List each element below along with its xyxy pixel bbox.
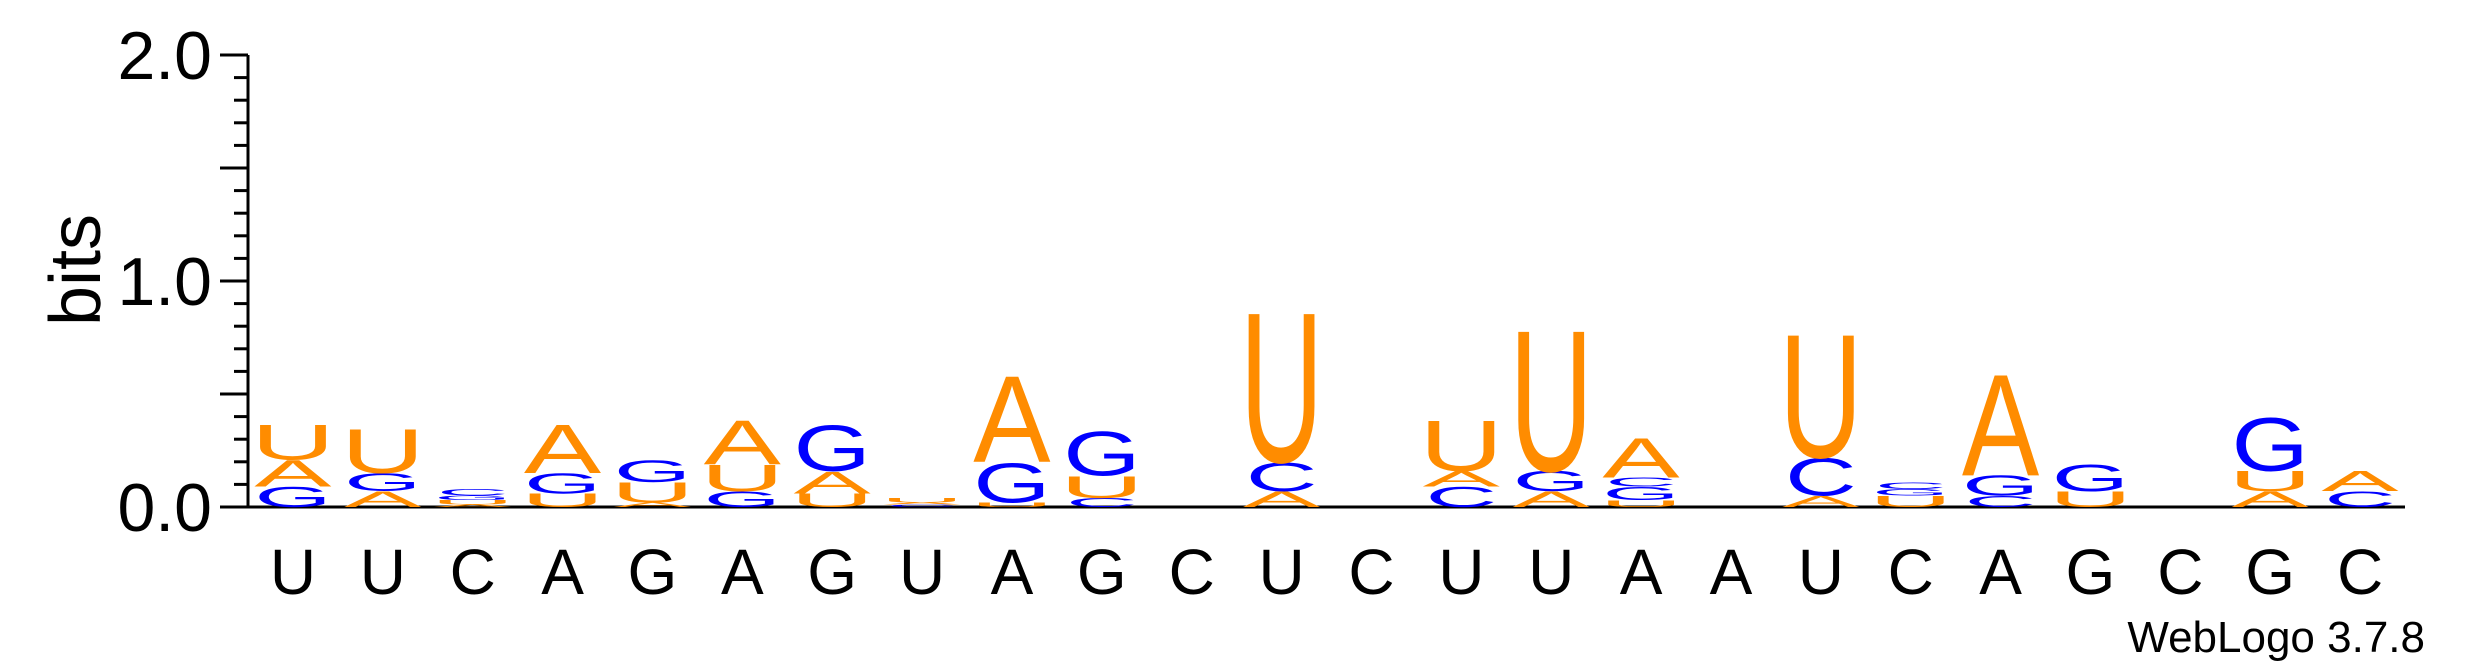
logo-letter-g: G	[2052, 457, 2129, 499]
logo-letter-u: U	[970, 501, 1054, 508]
logo-letter-g: G	[344, 469, 421, 497]
x-tick-label: G	[628, 536, 678, 608]
logo-letter-c: C	[1965, 493, 2037, 511]
logo-letter-g: G	[254, 482, 331, 513]
logo-letter-u: U	[251, 414, 335, 471]
logo-letter-g: G	[794, 411, 871, 485]
logo-letter-a: A	[2321, 466, 2399, 498]
x-tick-label: A	[1620, 536, 1663, 608]
logo-letter-a: A	[344, 487, 422, 512]
x-tick-label: U	[1798, 536, 1844, 608]
x-tick-label: A	[1710, 536, 1753, 608]
logo-letter-a: A	[254, 453, 332, 495]
logo-letter-u: U	[1509, 288, 1593, 514]
x-tick-label: A	[721, 536, 764, 608]
logo-letter-u: U	[431, 499, 515, 506]
x-tick-label: U	[899, 536, 945, 608]
x-tick-label: C	[1348, 536, 1394, 608]
logo-letter-g: G	[524, 468, 601, 499]
logo-letter-u: U	[1599, 499, 1683, 509]
logo-letter-g: G	[704, 487, 781, 512]
logo-letter-g: G	[2232, 402, 2309, 487]
logo-letter-g: G	[1962, 470, 2039, 501]
x-tick-label: C	[450, 536, 496, 608]
logo-letter-u: U	[1419, 406, 1503, 487]
logo-letter-a: A	[973, 352, 1051, 489]
y-tick-label: 0.0	[117, 470, 212, 546]
logo-letter-a: A	[794, 465, 872, 500]
logo-letter-u: U	[2049, 487, 2133, 512]
logo-letter-u: U	[1779, 298, 1863, 496]
logo-letter-c: C	[1875, 480, 1947, 491]
logo-letter-a: A	[434, 504, 512, 508]
logo-letter-u: U	[2228, 466, 2312, 498]
logo-letter-a: A	[883, 502, 961, 506]
x-tick-label: C	[2337, 536, 2383, 608]
y-tick-label: 1.0	[117, 244, 212, 320]
logo-letter-c: C	[1066, 496, 1138, 510]
logo-letter-g: G	[1063, 418, 1140, 489]
logo-letter-u: U	[521, 490, 605, 511]
logo-letter-a: A	[704, 407, 782, 477]
x-tick-label: C	[1888, 536, 1934, 608]
logo-letter-a: A	[1602, 427, 1679, 491]
logo-letter-a: A	[1423, 467, 1501, 492]
logo-letter-a: A	[2232, 487, 2310, 512]
x-tick-label: A	[1979, 536, 2022, 608]
logo-letter-c: C	[1425, 482, 1497, 513]
x-tick-label: U	[1528, 536, 1574, 608]
logo-letter-a: A	[1243, 487, 1321, 512]
x-tick-label: C	[1169, 536, 1215, 608]
logo-letter-g: G	[614, 453, 691, 489]
x-tick-label: A	[541, 536, 584, 608]
logo-letter-u: U	[1240, 268, 1324, 508]
logo-letter-a: A	[614, 501, 692, 508]
logo-letter-u: U	[700, 457, 784, 499]
logo-letter-a: A	[1513, 487, 1591, 512]
logo-letter-c: C	[1246, 454, 1318, 500]
y-axis-label: bits	[36, 214, 116, 326]
x-tick-label: U	[1258, 536, 1304, 608]
logo-letter-c: C	[1605, 475, 1677, 489]
logo-letter-u: U	[611, 477, 695, 509]
weblogo-credit: WebLogo 3.7.8	[2127, 613, 2425, 662]
logo-letter-c: C	[2324, 487, 2396, 512]
logo-letter-u: U	[1060, 469, 1144, 504]
logo-letter-g: G	[1513, 466, 1590, 497]
x-tick-label: C	[2157, 536, 2203, 608]
y-axis: 0.0 1.0 2.0	[117, 18, 2405, 546]
logo-letter-u: U	[790, 490, 874, 511]
x-tick-label: G	[1077, 536, 1127, 608]
logo-letter-g: G	[1872, 487, 1949, 498]
logo-letter-a: A	[524, 411, 602, 488]
x-tick-label: U	[270, 536, 316, 608]
logo-letter-c: C	[886, 504, 958, 508]
logo-letter-u: U	[341, 416, 425, 486]
x-tick-label: U	[360, 536, 406, 608]
logo-letter-g: G	[434, 494, 511, 501]
x-tick-label: G	[2245, 536, 2295, 608]
logo-letter-u: U	[880, 497, 964, 504]
logo-letter-u: U	[1869, 493, 1953, 511]
logo-letter-g: G	[973, 452, 1050, 515]
logo-letter-a: A	[1782, 493, 1859, 511]
logo-letter-g: G	[1602, 483, 1679, 504]
x-tick-label: G	[2066, 536, 2116, 608]
x-tick-label: A	[991, 536, 1034, 608]
logo-letter-c: C	[437, 487, 509, 498]
x-tick-label: G	[807, 536, 857, 608]
y-tick-label: 2.0	[117, 18, 212, 94]
logo-letter-a: A	[1962, 344, 2040, 506]
x-tick-label: U	[1438, 536, 1484, 608]
logo-letter-c: C	[1785, 447, 1857, 507]
